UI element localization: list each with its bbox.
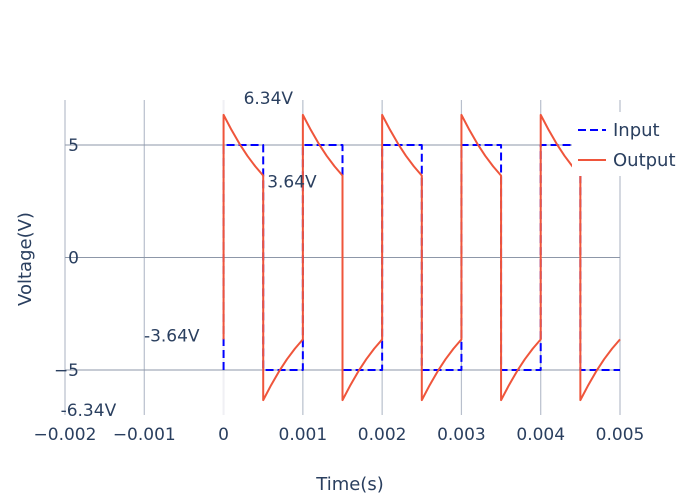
y-tick-label-2: 5 <box>68 136 79 156</box>
legend-item-input[interactable]: Input <box>578 120 660 141</box>
annotations: 6.34V 3.64V -3.64V -6.34V <box>61 89 317 421</box>
x-tick-label-5: 0.003 <box>437 425 486 445</box>
x-tick-label-4: 0.002 <box>358 425 407 445</box>
legend[interactable]: Input Output <box>572 112 682 176</box>
legend-background <box>572 112 682 176</box>
x-tick-label-0: −0.002 <box>34 425 97 445</box>
x-tick-label-3: 0.001 <box>279 425 328 445</box>
x-axis-title: Time(s) <box>315 474 383 495</box>
series-line-input <box>222 144 620 371</box>
x-tick-label-2: 0 <box>218 425 229 445</box>
y-axis-ticks: −5 0 5 <box>54 136 79 381</box>
legend-item-output[interactable]: Output <box>578 150 676 171</box>
y-tick-label-0: −5 <box>54 361 79 381</box>
annotation-label-1: 3.64V <box>267 173 317 193</box>
x-tick-label-1: −0.001 <box>113 425 176 445</box>
x-tick-label-7: 0.005 <box>596 425 645 445</box>
y-tick-label-1: 0 <box>68 249 79 269</box>
legend-label-output: Output <box>613 150 676 171</box>
annotation-label-3: -6.34V <box>61 401 117 421</box>
annotation-label-2: -3.64V <box>144 326 200 346</box>
legend-label-input: Input <box>613 120 660 141</box>
x-axis-ticks: −0.002 −0.001 0 0.001 0.002 0.003 0.004 0.005 <box>34 425 645 445</box>
x-tick-label-6: 0.004 <box>516 425 565 445</box>
y-axis-title: Voltage(V) <box>15 212 36 306</box>
annotation-label-0: 6.34V <box>244 89 294 109</box>
series-layer <box>222 113 621 402</box>
series-line-output <box>222 113 621 402</box>
